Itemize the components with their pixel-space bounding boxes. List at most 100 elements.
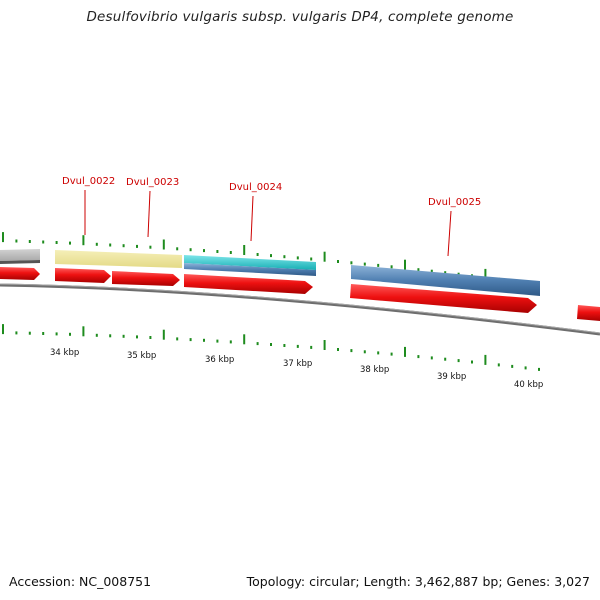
inner-minor-tick — [497, 363, 500, 367]
feature-blue-b — [351, 265, 540, 296]
gene-label-dvul-0025: Dvul_0025 — [428, 197, 481, 208]
outer-minor-tick — [350, 261, 353, 265]
outer-minor-tick — [15, 239, 18, 243]
outer-minor-tick — [95, 242, 98, 246]
feature-cyan — [184, 255, 316, 270]
outer-minor-tick — [28, 240, 31, 243]
inner-minor-tick — [229, 340, 232, 344]
scale-label-38-kbp: 38 kbp — [360, 365, 389, 375]
inner-minor-tick — [270, 343, 272, 346]
outer-minor-tick — [296, 256, 299, 260]
outer-minor-tick — [363, 262, 366, 266]
scale-label-40-kbp: 40 kbp — [514, 380, 543, 390]
genome-title: Desulfovibrio vulgaris subsp. vulgaris D… — [86, 9, 514, 25]
inner-minor-tick — [444, 357, 447, 361]
outer-major-tick — [2, 232, 4, 243]
outer-major-tick — [484, 268, 487, 279]
inner-major-tick — [243, 334, 246, 345]
scale-label-35-kbp: 35 kbp — [127, 351, 156, 361]
inner-minor-tick — [149, 336, 152, 339]
cds-track — [0, 267, 600, 321]
inner-minor-tick — [55, 332, 58, 336]
inner-minor-tick — [471, 360, 473, 364]
cds-arrow — [0, 267, 40, 280]
gene-label-leaders — [84, 190, 452, 257]
inner-minor-tick — [538, 367, 540, 371]
outer-minor-tick — [270, 254, 272, 258]
outer-minor-tick — [417, 268, 420, 272]
inner-minor-tick — [337, 348, 339, 351]
feature-track — [0, 249, 540, 296]
inner-minor-tick — [296, 344, 299, 348]
inner-minor-tick — [524, 366, 527, 370]
scale-labels: 34 kbp 35 kbp 36 kbp 37 kbp 38 kbp 39 kb… — [50, 348, 543, 390]
gene-label-dvul-0024: Dvul_0024 — [229, 182, 282, 193]
outer-minor-tick — [256, 253, 259, 256]
outer-major-tick — [82, 235, 85, 246]
outer-minor-tick — [337, 260, 339, 263]
outer-minor-tick — [203, 249, 205, 253]
gene-labels: Dvul_0022 Dvul_0023 Dvul_0024 Dvul_0025 — [62, 176, 481, 208]
feature-grey — [0, 249, 40, 261]
inner-minor-tick — [216, 339, 219, 343]
outer-minor-tick — [176, 247, 179, 251]
outer-minor-tick — [310, 257, 313, 261]
inner-major-tick — [82, 326, 85, 337]
outer-minor-tick — [69, 241, 71, 245]
outer-minor-tick — [430, 269, 433, 273]
cds-arrow — [577, 305, 600, 321]
outer-minor-tick — [136, 244, 138, 248]
outer-minor-tick — [216, 250, 219, 253]
outer-major-tick — [243, 245, 246, 255]
inner-minor-tick — [430, 356, 433, 360]
cds-arrow — [350, 284, 537, 313]
inner-minor-tick — [256, 342, 259, 346]
cds-arrow — [55, 268, 111, 283]
cds-arrow — [112, 271, 180, 286]
gene-label-dvul-0022: Dvul_0022 — [62, 176, 115, 187]
outer-minor-tick — [189, 248, 192, 252]
outer-minor-tick — [377, 263, 380, 267]
outer-minor-tick — [55, 241, 58, 244]
inner-minor-tick — [283, 344, 286, 347]
scale-label-37-kbp: 37 kbp — [283, 359, 312, 369]
outer-minor-tick — [109, 243, 112, 247]
inner-minor-tick — [176, 337, 179, 341]
inner-minor-tick — [28, 331, 31, 335]
inner-minor-tick — [95, 333, 98, 337]
inner-minor-tick — [457, 359, 460, 363]
outer-minor-tick — [444, 271, 447, 275]
inner-minor-tick — [310, 345, 313, 349]
inner-minor-tick — [109, 334, 112, 338]
cds-arrow — [184, 274, 313, 294]
inner-minor-tick — [15, 331, 18, 335]
outer-minor-tick — [42, 240, 45, 244]
leader-line — [147, 190, 151, 238]
inner-minor-tick — [122, 334, 125, 338]
inner-minor-tick — [42, 332, 45, 335]
feature-blue-a — [184, 263, 316, 276]
inner-minor-tick — [203, 338, 205, 342]
outer-minor-tick — [149, 245, 152, 249]
scale-label-34-kbp: 34 kbp — [50, 348, 79, 358]
inner-major-tick — [323, 340, 326, 350]
inner-major-tick — [484, 354, 487, 365]
inner-major-tick — [2, 324, 4, 335]
inner-minor-tick — [377, 351, 380, 355]
inner-minor-tick — [417, 355, 420, 359]
outer-major-tick — [162, 239, 165, 250]
topology-summary: Topology: circular; Length: 3,462,887 bp… — [246, 574, 590, 589]
inner-minor-tick — [189, 338, 192, 342]
feature-yellow — [55, 250, 182, 268]
inner-minor-tick — [69, 332, 71, 336]
genome-backbone-highlight — [0, 283, 600, 334]
inner-minor-tick — [136, 335, 138, 339]
outer-minor-tick — [390, 265, 393, 269]
accession-label: Accession: NC_008751 — [9, 574, 152, 589]
outer-minor-tick — [283, 255, 286, 259]
feature-grey-baseline — [0, 260, 40, 264]
genome-backbone — [0, 283, 600, 336]
inner-minor-tick — [511, 364, 514, 368]
scale-label-39-kbp: 39 kbp — [437, 372, 466, 382]
